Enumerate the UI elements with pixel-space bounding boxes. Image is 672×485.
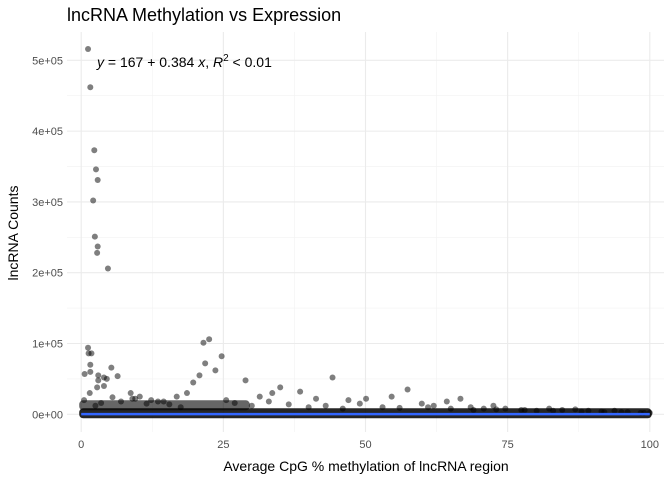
data-point xyxy=(206,336,212,342)
data-point xyxy=(297,389,303,395)
data-point xyxy=(86,350,92,356)
y-tick-label: 4e+05 xyxy=(32,126,63,138)
data-point xyxy=(85,46,91,52)
data-point xyxy=(85,345,91,351)
y-tick-label: 3e+05 xyxy=(32,197,63,209)
data-point xyxy=(91,147,97,153)
x-axis-ticks: 0 25 50 75 100 xyxy=(78,439,659,451)
data-point xyxy=(87,390,93,396)
data-point xyxy=(269,390,275,396)
data-point xyxy=(357,401,363,407)
x-tick-label: 25 xyxy=(217,439,229,451)
data-point xyxy=(345,397,351,403)
x-tick-label: 0 xyxy=(78,439,84,451)
dense-low-methylation-points xyxy=(79,400,250,410)
data-point xyxy=(243,377,249,383)
data-point xyxy=(266,399,272,405)
x-axis-title: Average CpG % methylation of lncRNA regi… xyxy=(223,458,508,474)
data-point xyxy=(457,396,463,402)
data-point xyxy=(101,383,107,389)
data-point xyxy=(104,376,110,382)
data-point xyxy=(95,372,101,378)
data-point xyxy=(82,371,88,377)
data-point xyxy=(200,340,206,346)
data-point xyxy=(212,367,218,373)
data-point xyxy=(87,362,93,368)
y-axis-ticks: 0e+00 1e+05 2e+05 3e+05 4e+05 5e+05 xyxy=(32,55,63,421)
data-point xyxy=(389,394,395,400)
major-gridlines xyxy=(67,32,664,432)
y-tick-label: 0e+00 xyxy=(32,409,63,421)
data-point xyxy=(105,265,111,271)
data-point xyxy=(431,403,437,409)
data-point xyxy=(286,401,292,407)
data-point xyxy=(202,360,208,366)
regression-equation: y = 167 + 0.384 x, R2 < 0.01 xyxy=(96,53,272,70)
data-point xyxy=(94,384,100,390)
data-point xyxy=(444,399,450,405)
data-point xyxy=(174,394,180,400)
data-point xyxy=(419,401,425,407)
y-tick-label: 1e+05 xyxy=(32,339,63,351)
data-point xyxy=(323,403,329,409)
data-point xyxy=(108,365,114,371)
data-point xyxy=(90,197,96,203)
x-tick-label: 50 xyxy=(359,439,371,451)
data-point xyxy=(95,177,101,183)
data-point xyxy=(93,166,99,172)
data-point xyxy=(87,84,93,90)
data-point xyxy=(196,372,202,378)
data-point xyxy=(94,250,100,256)
x-tick-label: 75 xyxy=(502,439,514,451)
eq-r-symbol: R xyxy=(213,54,223,70)
data-point xyxy=(190,379,196,385)
data-point xyxy=(128,390,134,396)
data-point xyxy=(363,396,369,402)
eq-separator: , xyxy=(205,54,213,70)
data-point xyxy=(115,373,121,379)
y-tick-label: 5e+05 xyxy=(32,55,63,67)
data-point xyxy=(87,369,93,375)
chart-title: lncRNA Methylation vs Expression xyxy=(67,5,341,25)
data-point xyxy=(257,394,263,400)
data-point xyxy=(92,234,98,240)
data-point xyxy=(109,394,115,400)
data-point xyxy=(184,390,190,396)
x-tick-label: 100 xyxy=(641,439,659,451)
data-point xyxy=(313,396,319,402)
eq-coefficients: = 167 + 0.384 xyxy=(104,54,198,70)
data-point xyxy=(95,244,101,250)
data-points xyxy=(81,46,653,416)
data-point xyxy=(330,374,336,380)
data-point xyxy=(219,353,225,359)
data-point xyxy=(405,387,411,393)
y-tick-label: 2e+05 xyxy=(32,268,63,280)
eq-r-value: < 0.01 xyxy=(229,54,272,70)
data-point xyxy=(277,384,283,390)
y-axis-title: lncRNA Counts xyxy=(5,186,21,281)
